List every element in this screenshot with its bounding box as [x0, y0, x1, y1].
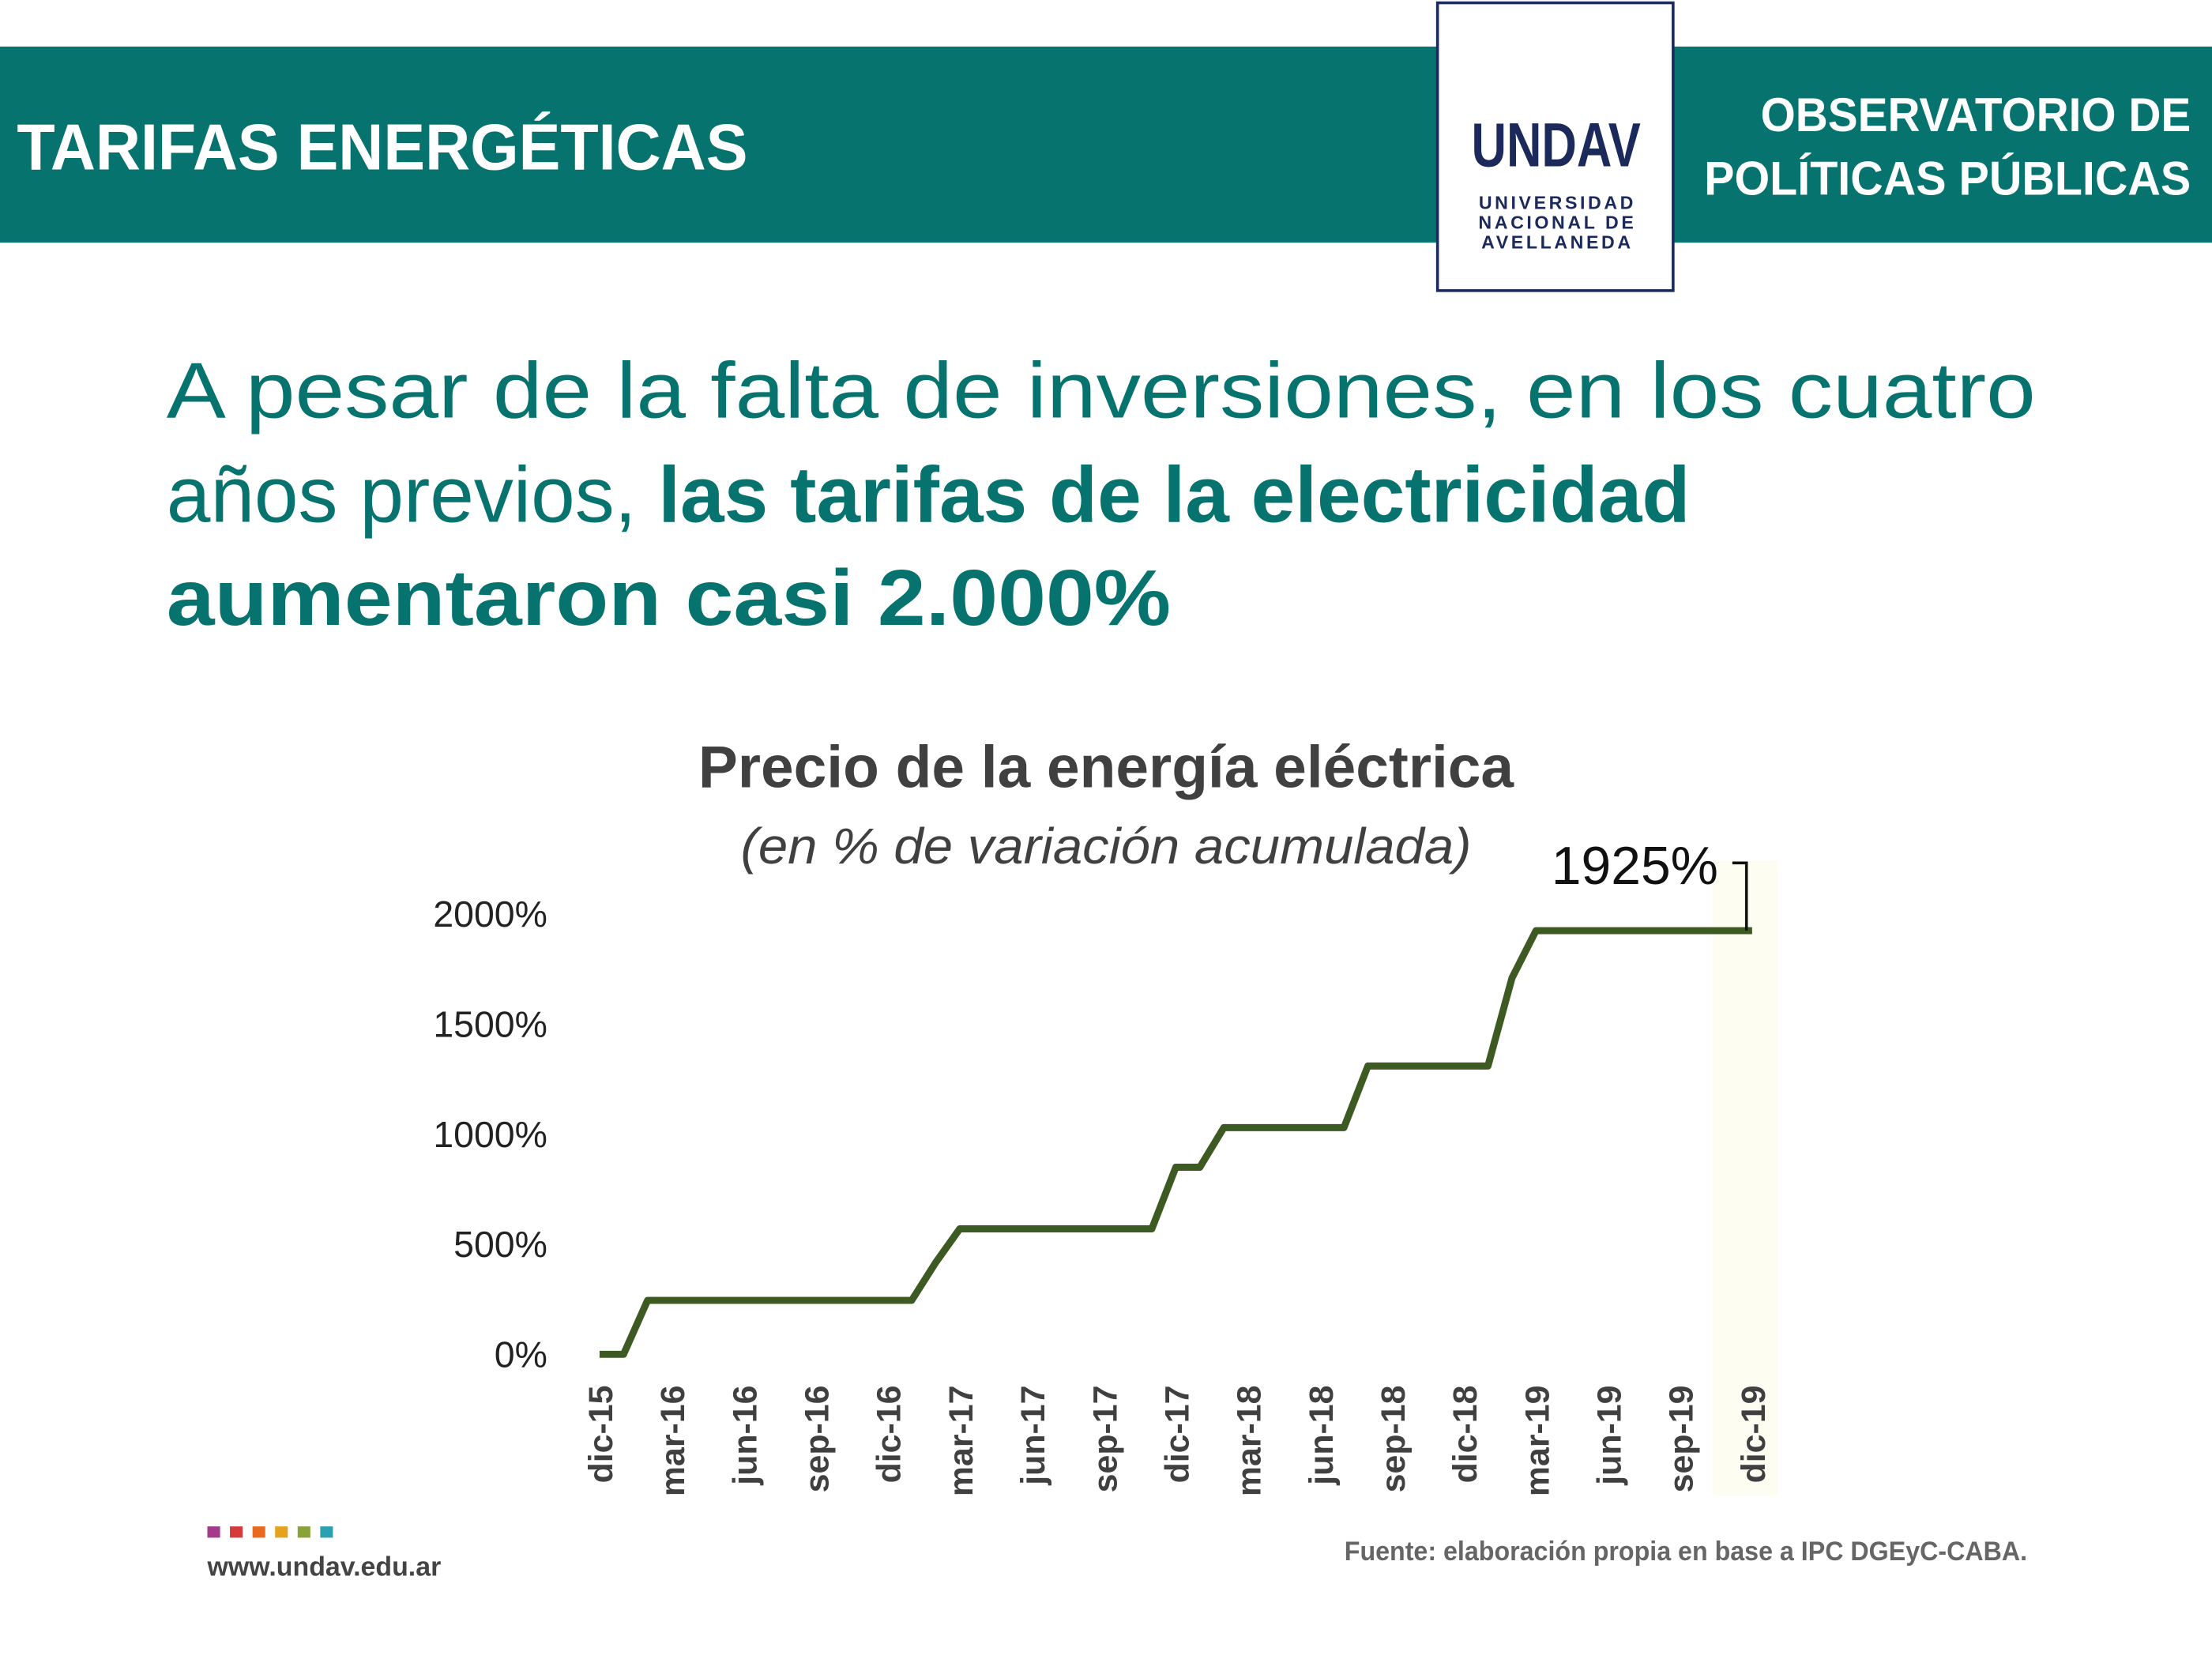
y-tick-label: 1500% [433, 1004, 547, 1045]
chart-subtitle: (en % de variación acumulada) [741, 818, 1472, 875]
dot [320, 1526, 333, 1538]
headline: A pesar de la falta de inversiones, en l… [167, 347, 2036, 435]
logo-line: AVELLANEDA [1481, 231, 1634, 252]
header-right: OBSERVATORIO DE [1761, 88, 2191, 141]
y-tick-label: 500% [453, 1224, 547, 1265]
dot [297, 1526, 310, 1538]
leader-line [1732, 861, 1748, 931]
x-tick-label: dic-18 [1446, 1386, 1484, 1484]
x-tick-label: dic-19 [1735, 1386, 1773, 1484]
source: Fuente: elaboración propia en base a IPC… [1345, 1537, 2027, 1567]
dot [252, 1526, 265, 1538]
logo-line: NACIONAL DE [1478, 212, 1636, 232]
logo-box [1435, 1, 1675, 292]
headline: años previos, las tarifas de la electric… [167, 451, 1691, 540]
x-tick-label: mar-19 [1518, 1386, 1556, 1497]
dot [230, 1526, 243, 1538]
logo-line: UNIVERSIDAD [1479, 192, 1636, 213]
website: www.undav.edu.ar [207, 1552, 442, 1582]
x-tick-label: mar-18 [1231, 1386, 1269, 1497]
chart-title: Precio de la energía eléctrica [698, 733, 1514, 799]
x-tick-label: dic-15 [582, 1386, 620, 1484]
x-tick-label: jun-16 [726, 1386, 764, 1486]
x-tick-label: jun-19 [1591, 1386, 1629, 1486]
y-tick-label: 1000% [433, 1114, 547, 1155]
header-right: POLÍTICAS PÚBLICAS [1704, 151, 2191, 205]
highlight [1712, 860, 1778, 1495]
line [599, 927, 1752, 1358]
value-label: 1925% [1552, 837, 1718, 896]
dot [207, 1526, 220, 1538]
x-tick-label: mar-17 [942, 1386, 980, 1497]
headline-bold: las tarifas de la electricidad [658, 451, 1690, 540]
x-tick-label: sep-18 [1375, 1386, 1413, 1493]
x-tick-label: sep-19 [1663, 1386, 1701, 1493]
x-tick-label: sep-17 [1086, 1386, 1124, 1493]
headline-bold: aumentaron casi 2.000% [167, 554, 1171, 642]
y-tick-label: 2000% [433, 893, 547, 935]
headline-text: años previos, [167, 451, 659, 540]
plot: 0% 500% 1000% 1500% 2000% dic-15 mar-16 jun-16 s… [433, 837, 1773, 1496]
x-tick-label: dic-16 [871, 1386, 908, 1484]
header-band [0, 46, 2212, 243]
y-tick-label: 0% [495, 1334, 547, 1375]
dot [275, 1526, 288, 1538]
x-tick-label: mar-16 [654, 1386, 692, 1497]
x-tick-label: dic-17 [1158, 1386, 1196, 1484]
header-title: TARIFAS ENERGÉTICAS [17, 111, 747, 183]
x-tick-label: jun-18 [1303, 1386, 1341, 1486]
logo: UNDAV [1472, 111, 1641, 180]
x-tick-label: sep-16 [799, 1386, 837, 1493]
x-tick-label: jun-17 [1014, 1386, 1052, 1486]
